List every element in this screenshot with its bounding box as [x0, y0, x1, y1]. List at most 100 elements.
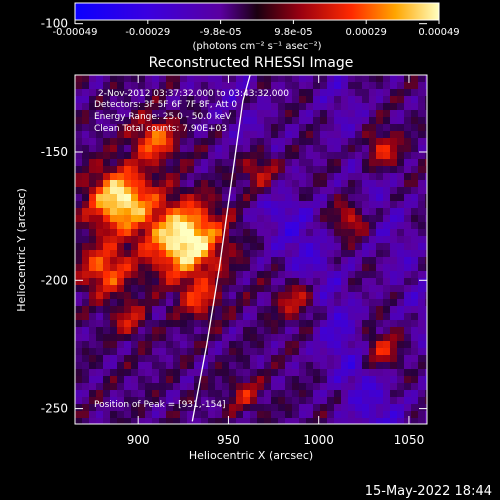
heatmap-cell: [397, 264, 404, 271]
heatmap-cell: [425, 208, 427, 215]
heatmap-cell: [145, 320, 152, 327]
heatmap-cell: [110, 82, 117, 89]
heatmap-cell: [404, 306, 411, 313]
heatmap-cell: [397, 299, 404, 306]
heatmap-cell: [250, 327, 257, 334]
heatmap-cell: [243, 131, 250, 138]
heatmap-cell: [152, 138, 159, 145]
heatmap-cell: [348, 390, 355, 397]
heatmap-cell: [96, 82, 103, 89]
heatmap-cell: [341, 264, 348, 271]
heatmap-cell: [257, 306, 264, 313]
heatmap-cell: [75, 96, 82, 103]
heatmap-cell: [299, 250, 306, 257]
heatmap-cell: [159, 257, 166, 264]
heatmap-cell: [271, 320, 278, 327]
heatmap-cell: [418, 208, 425, 215]
heatmap-cell: [166, 222, 173, 229]
heatmap-cell: [271, 418, 278, 424]
heatmap-cell: [208, 320, 215, 327]
heatmap-cell: [201, 376, 208, 383]
heatmap-cell: [313, 201, 320, 208]
heatmap-cell: [257, 264, 264, 271]
heatmap-cell: [383, 390, 390, 397]
heatmap-cell: [383, 159, 390, 166]
heatmap-cell: [292, 110, 299, 117]
heatmap-cell: [362, 299, 369, 306]
heatmap-cell: [320, 411, 327, 418]
heatmap-cell: [103, 159, 110, 166]
heatmap-cell: [103, 411, 110, 418]
heatmap-cell: [110, 173, 117, 180]
heatmap-cell: [362, 327, 369, 334]
heatmap-cell: [320, 117, 327, 124]
heatmap-cell: [117, 75, 124, 82]
heatmap-cell: [117, 278, 124, 285]
heatmap-cell: [383, 285, 390, 292]
heatmap-cell: [369, 222, 376, 229]
heatmap-cell: [355, 222, 362, 229]
heatmap-cell: [383, 327, 390, 334]
heatmap-cell: [320, 103, 327, 110]
heatmap-cell: [369, 208, 376, 215]
heatmap-cell: [250, 257, 257, 264]
heatmap-cell: [299, 390, 306, 397]
heatmap-cell: [152, 194, 159, 201]
heatmap-cell: [152, 397, 159, 404]
heatmap-cell: [180, 96, 187, 103]
heatmap-cell: [222, 152, 229, 159]
heatmap-cell: [264, 292, 271, 299]
heatmap-cell: [173, 271, 180, 278]
heatmap-cell: [215, 362, 222, 369]
heatmap-cell: [96, 208, 103, 215]
heatmap-cell: [313, 313, 320, 320]
heatmap-cell: [404, 180, 411, 187]
heatmap-cell: [376, 124, 383, 131]
heatmap-cell: [222, 236, 229, 243]
heatmap-cell: [103, 257, 110, 264]
heatmap-cell: [404, 152, 411, 159]
heatmap-cell: [96, 124, 103, 131]
heatmap-cell: [271, 110, 278, 117]
heatmap-cell: [341, 159, 348, 166]
heatmap-cell: [152, 257, 159, 264]
heatmap-cell: [138, 173, 145, 180]
heatmap-cell: [75, 278, 82, 285]
heatmap-cell: [264, 327, 271, 334]
heatmap-cell: [334, 355, 341, 362]
heatmap-cell: [82, 82, 89, 89]
heatmap-cell: [383, 383, 390, 390]
heatmap-cell: [110, 404, 117, 411]
heatmap-cell: [194, 313, 201, 320]
heatmap-cell: [327, 173, 334, 180]
heatmap-cell: [292, 89, 299, 96]
heatmap-cell: [271, 285, 278, 292]
heatmap-cell: [138, 341, 145, 348]
heatmap-cell: [306, 180, 313, 187]
heatmap-cell: [264, 180, 271, 187]
heatmap-cell: [236, 75, 243, 82]
heatmap-cell: [159, 152, 166, 159]
heatmap-cell: [313, 215, 320, 222]
heatmap-cell: [117, 355, 124, 362]
heatmap-cell: [341, 110, 348, 117]
heatmap-cell: [404, 418, 411, 424]
heatmap-cell: [334, 96, 341, 103]
heatmap-cell: [236, 404, 243, 411]
heatmap-cell: [173, 110, 180, 117]
heatmap-cell: [355, 159, 362, 166]
heatmap-cell: [180, 320, 187, 327]
heatmap-cell: [250, 236, 257, 243]
heatmap-cell: [348, 257, 355, 264]
heatmap-cell: [278, 138, 285, 145]
heatmap-cell: [96, 103, 103, 110]
heatmap-cell: [138, 222, 145, 229]
heatmap-cell: [404, 369, 411, 376]
heatmap-cell: [250, 418, 257, 424]
heatmap-cell: [425, 229, 427, 236]
heatmap-cell: [145, 257, 152, 264]
heatmap-cell: [292, 243, 299, 250]
heatmap-cell: [369, 299, 376, 306]
heatmap-cell: [250, 222, 257, 229]
heatmap-cell: [131, 222, 138, 229]
